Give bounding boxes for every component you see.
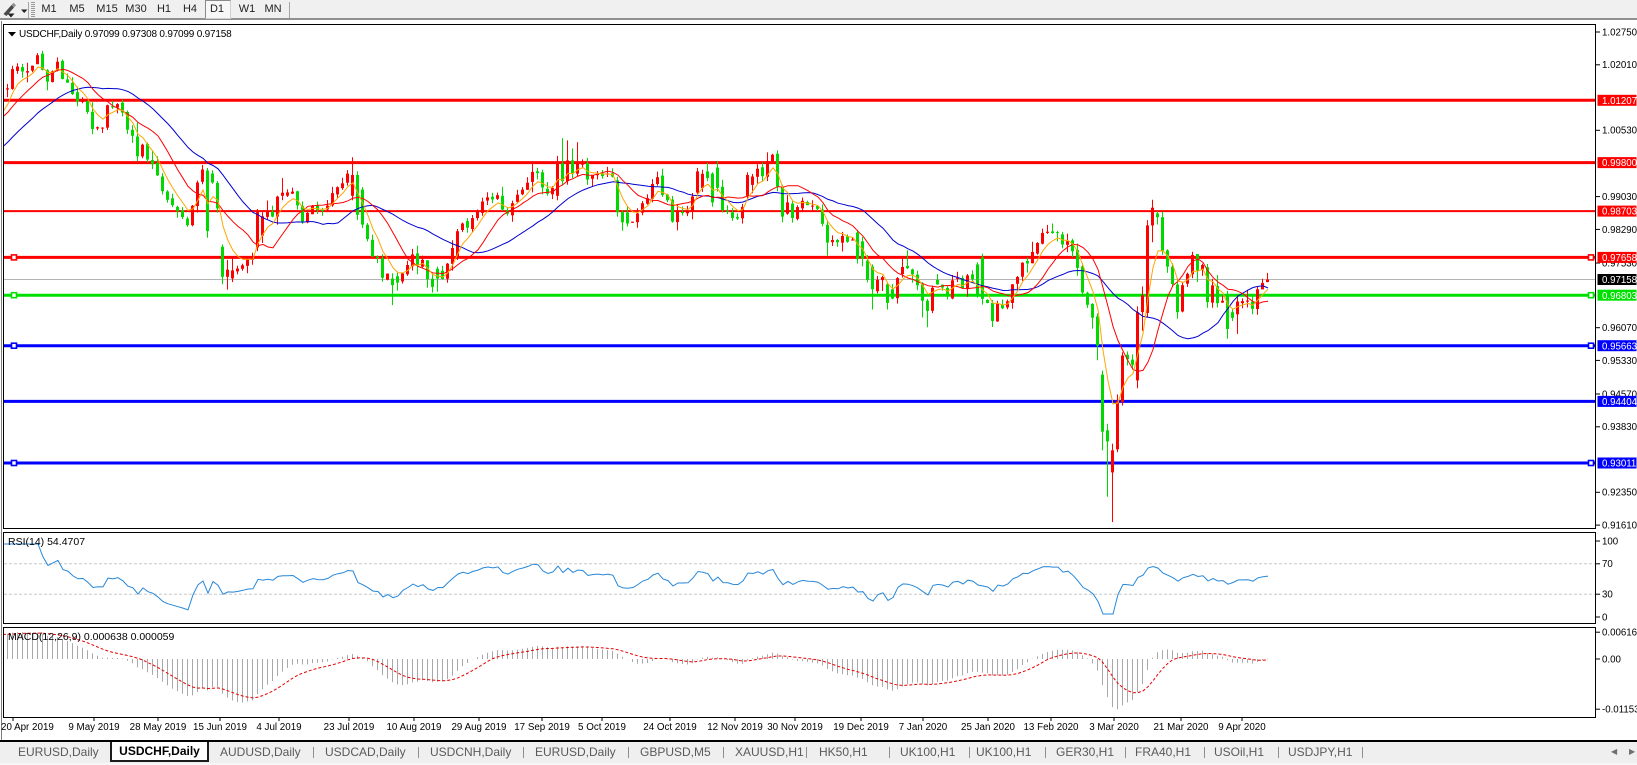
svg-text:5 Oct 2019: 5 Oct 2019 [578,722,626,733]
svg-text:100: 100 [1602,536,1619,547]
svg-text:0.93830: 0.93830 [1602,422,1637,433]
svg-text:3 Mar 2020: 3 Mar 2020 [1089,722,1139,733]
svg-text:0.97658: 0.97658 [1602,253,1637,264]
svg-text:1.00530: 1.00530 [1602,126,1637,137]
svg-text:1.02750: 1.02750 [1602,27,1637,38]
svg-text:RSI(14) 54.4707: RSI(14) 54.4707 [8,536,85,548]
svg-text:20 Apr 2019: 20 Apr 2019 [1,722,54,733]
svg-text:23 Jul 2019: 23 Jul 2019 [324,722,375,733]
svg-text:0.98703: 0.98703 [1602,207,1637,218]
svg-text:24 Oct 2019: 24 Oct 2019 [643,722,696,733]
svg-text:0.98290: 0.98290 [1602,225,1637,236]
svg-text:9 Apr 2020: 9 Apr 2020 [1218,722,1266,733]
svg-text:21 Mar 2020: 21 Mar 2020 [1153,722,1209,733]
svg-text:28 May 2019: 28 May 2019 [130,722,187,733]
svg-text:0.97530: 0.97530 [1602,258,1637,269]
svg-text:29 Aug 2019: 29 Aug 2019 [451,722,506,733]
svg-text:-0.01153: -0.01153 [1602,705,1637,716]
svg-text:0.94404: 0.94404 [1602,397,1637,408]
svg-text:1.02010: 1.02010 [1602,60,1637,71]
svg-text:17 Sep 2019: 17 Sep 2019 [514,722,570,733]
svg-text:13 Feb 2020: 13 Feb 2020 [1023,722,1079,733]
svg-text:0: 0 [1602,612,1608,623]
svg-text:0.97158: 0.97158 [1602,275,1637,286]
svg-text:0.99800: 0.99800 [1602,158,1637,169]
svg-text:0.95330: 0.95330 [1602,356,1637,367]
svg-text:4 Jul 2019: 4 Jul 2019 [256,722,301,733]
svg-text:25 Jan 2020: 25 Jan 2020 [961,722,1015,733]
svg-text:0.96070: 0.96070 [1602,323,1637,334]
svg-text:0.92350: 0.92350 [1602,488,1637,499]
svg-text:MACD(12,26,9) 0.000638 0.00005: MACD(12,26,9) 0.000638 0.000059 [8,631,175,643]
svg-text:0.96803: 0.96803 [1602,291,1637,302]
svg-text:10 Aug 2019: 10 Aug 2019 [386,722,441,733]
svg-text:19 Dec 2019: 19 Dec 2019 [833,722,889,733]
svg-text:0.006167: 0.006167 [1602,628,1637,639]
svg-text:7 Jan 2020: 7 Jan 2020 [899,722,948,733]
svg-text:0.93011: 0.93011 [1602,459,1636,470]
svg-text:12 Nov 2019: 12 Nov 2019 [707,722,763,733]
svg-text:15 Jun 2019: 15 Jun 2019 [193,722,247,733]
svg-text:0.99030: 0.99030 [1602,192,1637,203]
svg-text:30: 30 [1602,590,1613,601]
svg-text:30 Nov 2019: 30 Nov 2019 [767,722,823,733]
svg-text:70: 70 [1602,559,1613,570]
svg-text:0.00: 0.00 [1602,654,1621,665]
svg-text:0.95663: 0.95663 [1602,341,1637,352]
svg-text:0.94570: 0.94570 [1602,389,1637,400]
svg-text:9 May 2019: 9 May 2019 [68,722,119,733]
svg-text:USDCHF,Daily 0.97099 0.97308: USDCHF,Daily 0.97099 0.97308 0.97099 0.9… [19,29,232,40]
svg-text:0.91610: 0.91610 [1602,521,1637,532]
svg-text:1.01207: 1.01207 [1602,96,1637,107]
